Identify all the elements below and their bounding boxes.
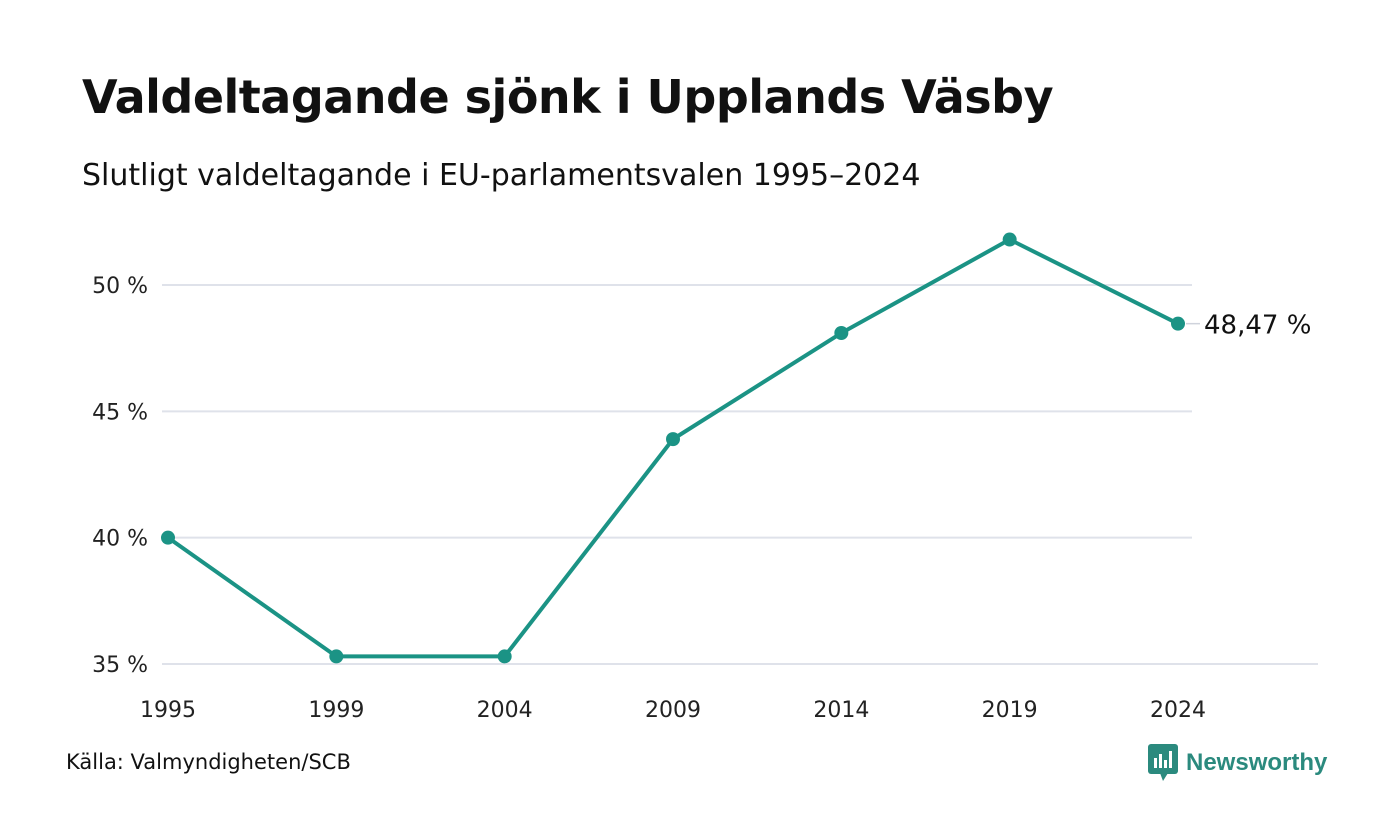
y-tick-label: 50 % <box>92 274 148 299</box>
x-tick-label: 2009 <box>645 698 701 723</box>
x-tick-label: 2024 <box>1150 698 1206 723</box>
chart-bubble-icon <box>1148 744 1178 781</box>
gridlines <box>162 284 1318 665</box>
series-line <box>166 237 1180 659</box>
y-tick-label: 40 % <box>92 527 148 552</box>
series-layer <box>161 232 1185 664</box>
x-tick-label: 2019 <box>982 698 1038 723</box>
chart-title: Valdeltagande sjönk i Upplands Väsby <box>82 70 1054 124</box>
y-tick-label: 45 % <box>92 400 148 425</box>
data-point <box>497 649 512 664</box>
y-tick-label: 35 % <box>92 653 148 678</box>
data-point <box>834 326 849 341</box>
data-point <box>1002 232 1017 247</box>
data-point <box>1171 316 1185 331</box>
data-label-layer: 48,47 % <box>1186 311 1311 341</box>
x-tick-label: 1999 <box>308 698 364 723</box>
x-tick-label: 2014 <box>813 698 869 723</box>
y-axis-tick-labels: 35 % 40 % 45 % 50 % <box>92 274 148 678</box>
x-axis-tick-labels: 1995 1999 2004 2009 2014 2019 2024 <box>140 698 1206 723</box>
data-point <box>666 432 680 447</box>
chart-subtitle: Slutligt valdeltagande i EU-parlamentsva… <box>82 158 921 193</box>
x-tick-label: 1995 <box>140 698 196 723</box>
brand-name: Newsworthy <box>1186 749 1328 776</box>
x-tick-label: 2004 <box>477 698 533 723</box>
data-point <box>329 649 344 664</box>
data-point <box>161 530 175 545</box>
brand[interactable]: Newsworthy <box>1148 744 1327 782</box>
source-note: Källa: Valmyndigheten/SCB <box>66 750 351 774</box>
end-value-label: 48,47 % <box>1204 311 1311 341</box>
